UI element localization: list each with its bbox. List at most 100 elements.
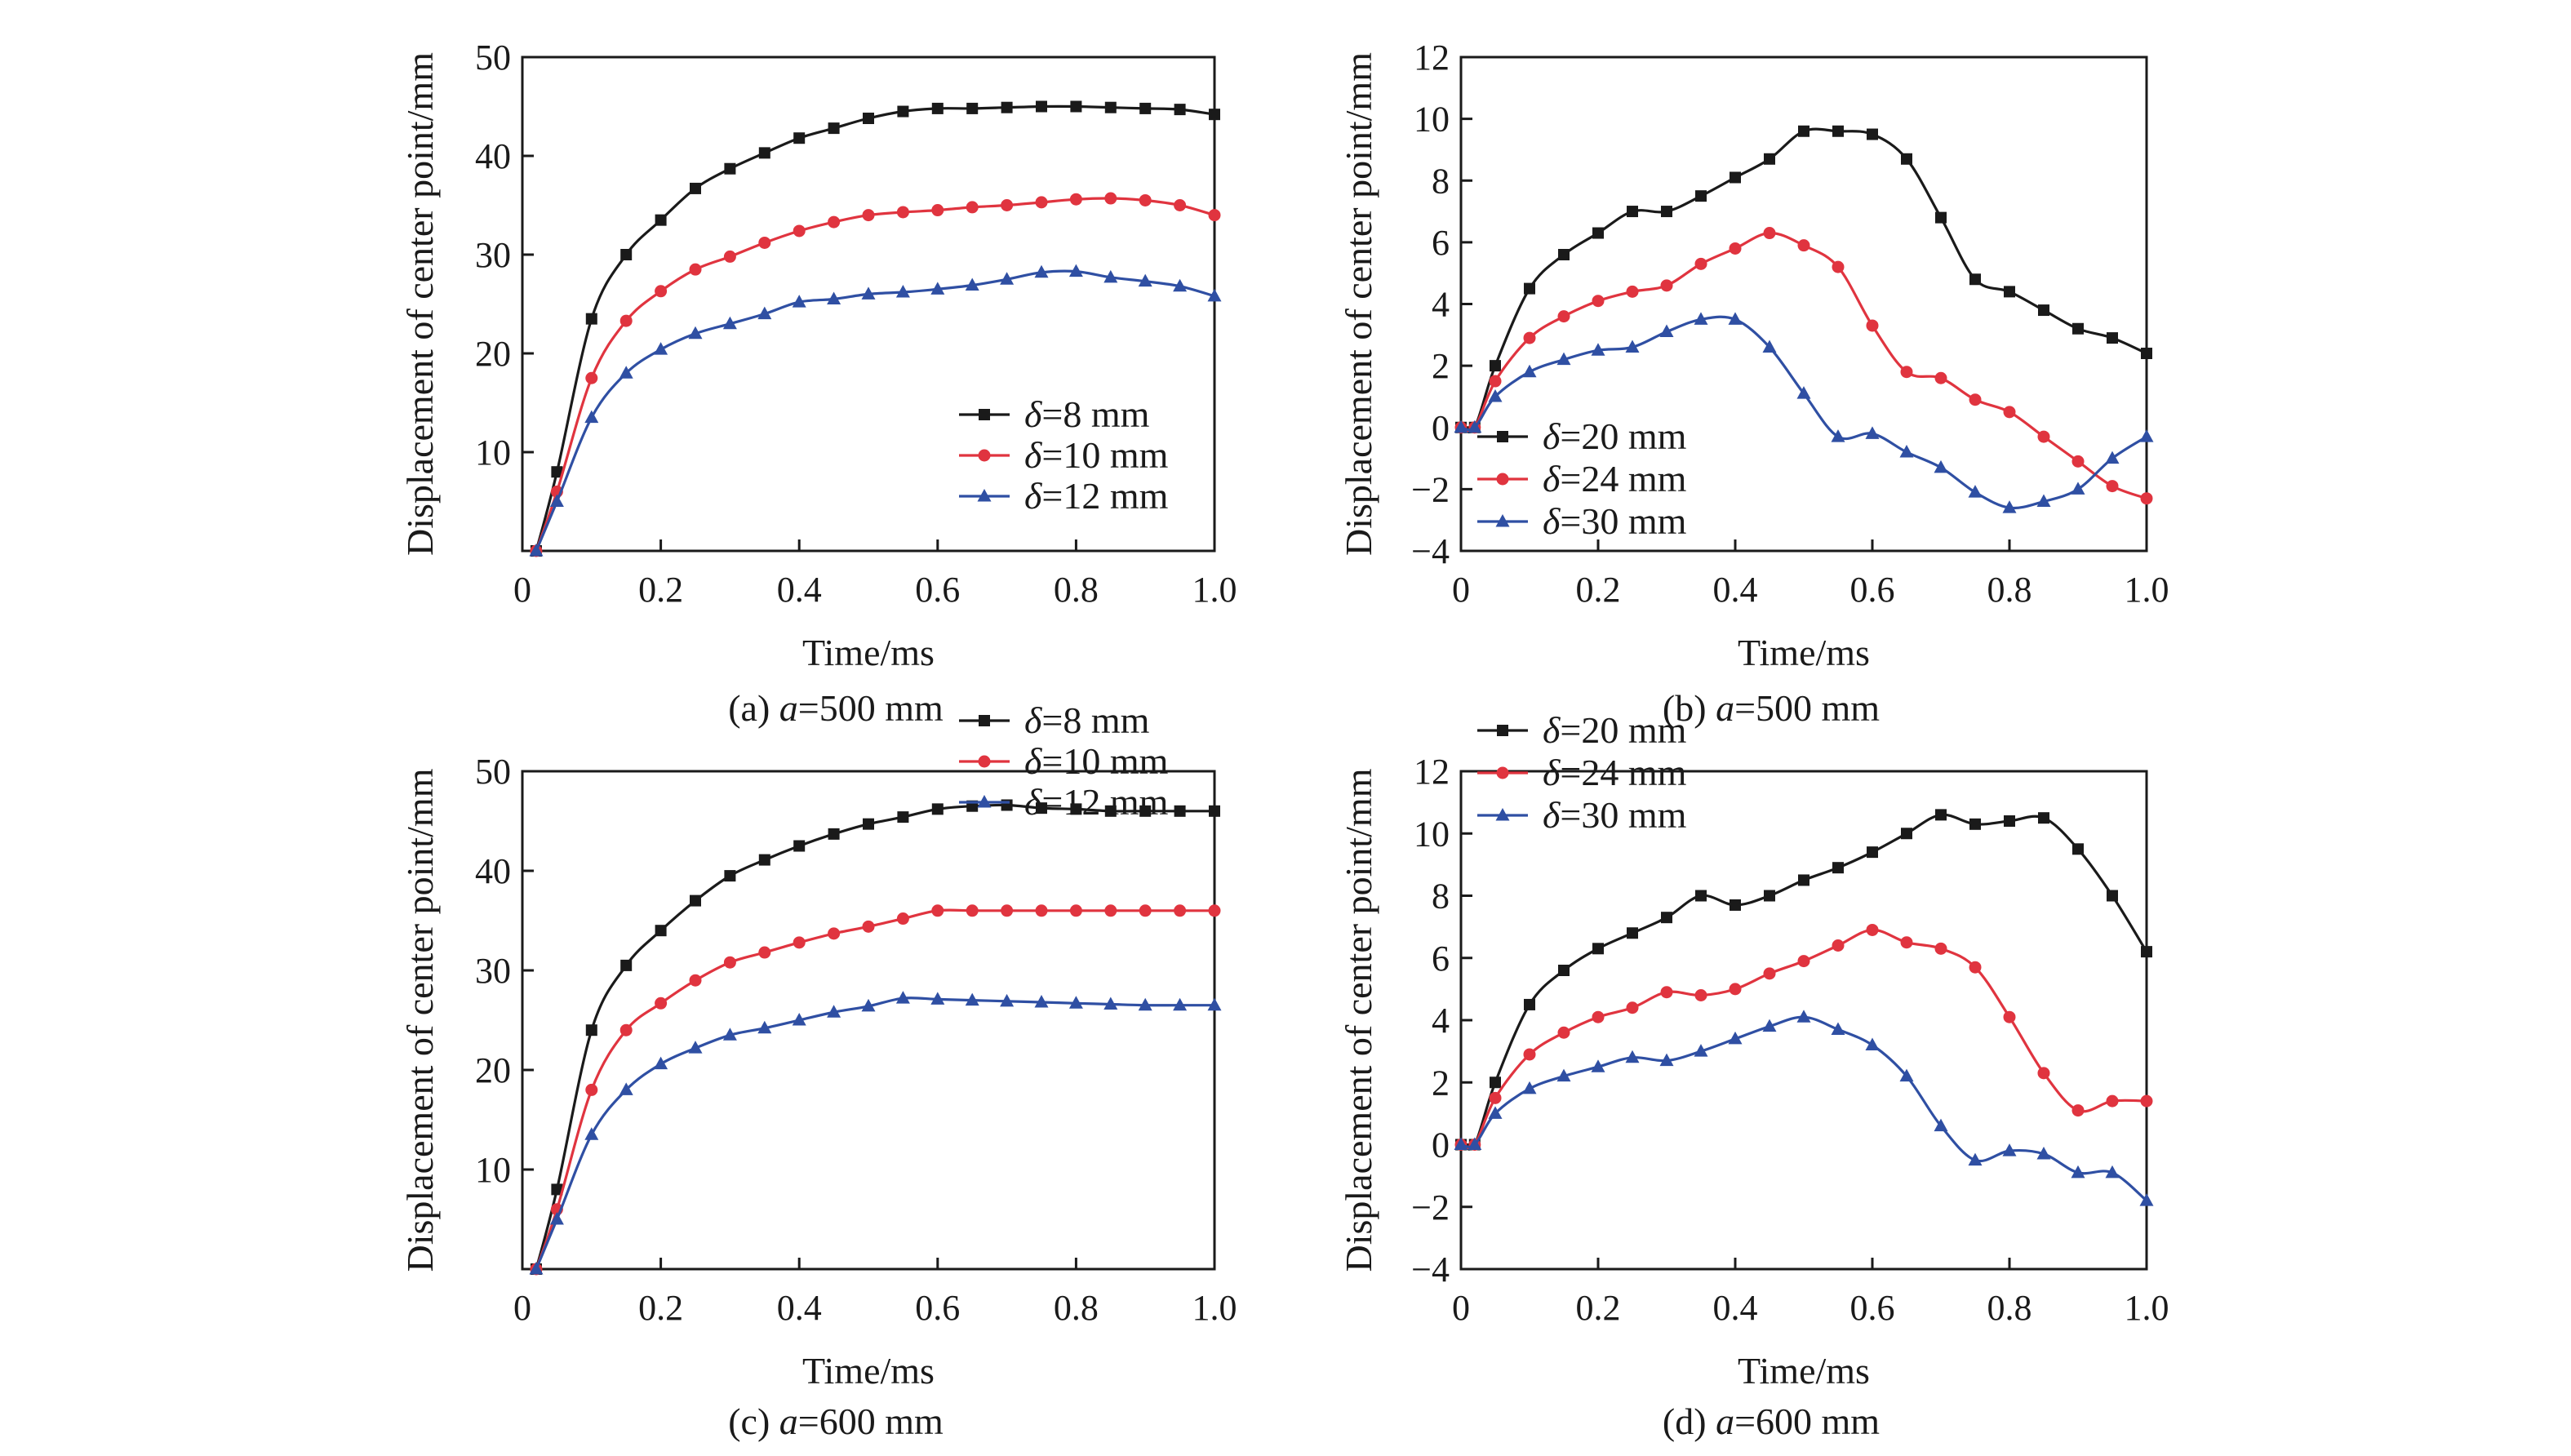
series-2-point [655,285,668,298]
series-line-3 [535,997,1214,1270]
series-1-point [1901,153,1912,165]
legend-marker [978,755,991,768]
series-1-point [1764,153,1775,165]
series-2-point [1763,227,1776,240]
series-1-point [1798,125,1809,137]
series-3-point [1488,388,1503,402]
series-2-point [896,912,909,926]
series-2-point [931,204,944,217]
y-tick-label: 6 [1432,223,1450,263]
y-axis-title: Displacement of center point/mm [1338,52,1379,556]
y-tick-label: 30 [475,235,511,275]
x-tick-label: 0.8 [1054,1288,1099,1328]
series-1-point [793,132,806,144]
series-1-point [1209,805,1220,817]
series-3-point [1468,419,1482,433]
chart-panel-a: 0 0.2 0.4 0.6 0.8 1.0 10 20 30 40 50 Time/ms Displac… [399,38,1237,729]
series-3-point [1207,288,1222,302]
series-1-point [1592,227,1604,239]
series-3-point [1000,993,1015,1007]
series-3-point [1034,264,1049,278]
y-axis-title: Displacement of center point/mm [399,768,441,1272]
series-2-point [1934,371,1947,384]
x-axis-title: Time/ms [802,1350,935,1392]
x-tick-label: 0.4 [1713,1288,1758,1328]
panel-caption: (b) a=500 mm [1663,687,1880,729]
series-3-point [1068,264,1083,277]
y-tick-label: −2 [1411,469,1450,509]
legend-entry: δ=12 mm [1024,781,1169,823]
series-1-point [690,182,701,194]
series-1-point [1867,846,1878,859]
series-3-point [1454,1137,1468,1150]
series-3-point [965,992,979,1006]
y-tick-label: 6 [1432,939,1450,979]
series-1-point [2107,332,2118,344]
x-tick-label: 0.8 [1987,1288,2032,1328]
series-3-point [1591,1059,1605,1072]
legend-entry: δ=10 mm [1024,740,1169,782]
y-axis-title: Displacement of center point/mm [1338,768,1379,1272]
series-1-point [2141,348,2152,359]
series-2-point [1104,192,1117,205]
series-2-point [1592,295,1605,308]
legend-entry: δ=20 mm [1543,709,1687,751]
series-2-point [1557,1026,1570,1039]
series-2-point [2140,1094,2153,1108]
y-tick-label: 40 [475,136,511,176]
series-2-point [1592,1010,1605,1023]
y-tick-label: −2 [1411,1187,1450,1227]
series-3-point [1728,1031,1743,1045]
series-2-point [1900,366,1913,379]
series-3-point [930,992,945,1005]
series-3-point [722,316,737,330]
x-tick-label: 0 [1452,1288,1470,1328]
series-2-point [1001,904,1014,917]
series-3-point [529,544,544,557]
x-tick-label: 0.8 [1987,570,2032,610]
legend-entry-label: =12 mm [1041,475,1168,517]
legend-marker [977,795,992,808]
series-2-point [723,250,736,263]
series-2-point [1104,904,1117,917]
series-3-point [930,282,945,295]
legend-entry-label: =20 mm [1560,709,1686,751]
series-3-point [654,1056,668,1070]
series-3-point [654,342,668,355]
y-tick-label: 0 [1432,1125,1450,1165]
series-1-point [655,925,667,937]
y-tick-label: 8 [1432,877,1450,917]
series-2-point [1900,936,1913,949]
series-1-point [1969,818,1981,830]
series-2-point [2106,1094,2119,1108]
series-1-point [966,102,979,114]
series-2-point [619,1023,633,1037]
series-1-point [1558,965,1570,976]
series-1-point [2038,304,2049,317]
legend-entry-label: =8 mm [1041,699,1149,741]
series-3-point [1468,1137,1482,1150]
series-3-point [1831,429,1845,442]
x-axis-title: Time/ms [1738,1350,1870,1392]
series-2-point [1866,923,1879,936]
series-1-point [1209,109,1220,121]
series-1-point [931,803,944,815]
series-1-point [1764,890,1775,902]
series-line-2 [1460,928,2147,1150]
series-2-point [1626,285,1639,298]
y-tick-label: −4 [1411,1250,1450,1290]
series-2-point [1174,904,1187,917]
series-3-point [584,410,599,424]
series-1-point [1798,874,1809,886]
series-2-point [723,956,736,969]
x-axis-title: Time/ms [802,632,935,673]
series-3-point [1728,312,1743,325]
series-1-point [655,214,667,226]
series-2-point [2037,1067,2050,1080]
series-3-point [1103,997,1118,1010]
series-2-point [1660,279,1673,292]
series-2-point [1208,904,1221,917]
series-1-point [724,162,736,175]
series-3-point [1522,364,1537,378]
series-1-point [724,870,736,882]
